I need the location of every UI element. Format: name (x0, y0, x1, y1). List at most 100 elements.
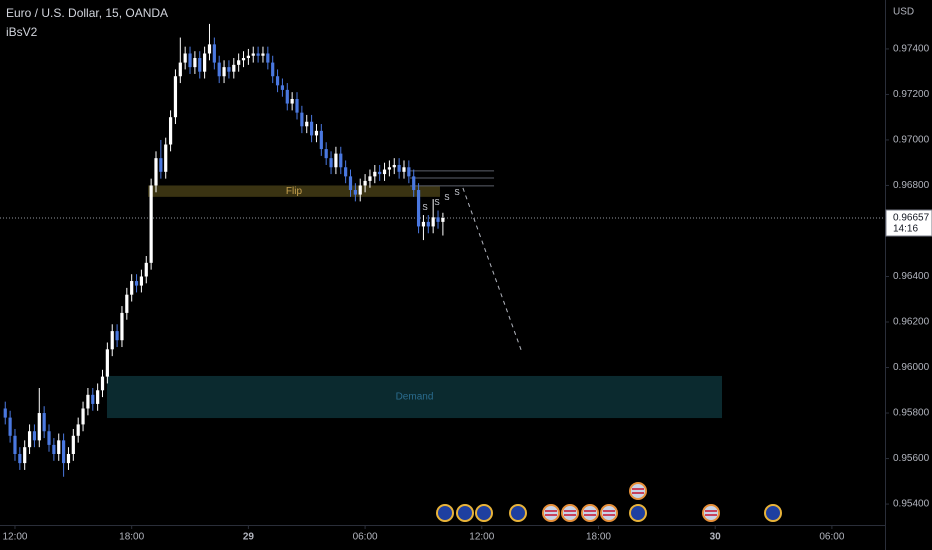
y-tick-label: 0.97200 (893, 89, 930, 100)
candle-body (27, 431, 32, 448)
candle-body (86, 394, 90, 409)
zone-label: Demand (396, 392, 434, 403)
signal-label: S (444, 193, 449, 202)
countdown: 14:16 (893, 224, 918, 235)
candle-body (168, 117, 173, 145)
candle-body (358, 185, 362, 195)
candle-body (373, 171, 377, 177)
candle-body (309, 121, 314, 136)
signal-label: S (422, 203, 427, 212)
candle-body (368, 176, 372, 181)
candle-body (183, 53, 187, 63)
candle-body (266, 53, 270, 63)
symbol-title: Euro / U.S. Dollar, 15, OANDA (6, 6, 168, 20)
candle-body (426, 221, 430, 227)
zone (148, 185, 440, 197)
candle-body (363, 180, 367, 186)
candle-body (8, 417, 12, 436)
candle-body (100, 376, 105, 391)
candle-body (280, 85, 285, 90)
candle-body (120, 312, 124, 341)
candle-body (57, 440, 61, 454)
event-icons (436, 482, 782, 522)
candle-body (32, 431, 37, 441)
projection-line (462, 187, 523, 353)
candle-body (251, 53, 255, 56)
y-tick-label: 0.97400 (893, 44, 930, 55)
candle-body (441, 218, 445, 222)
candle-body (66, 453, 71, 464)
candle-body (217, 62, 221, 77)
candle-body (130, 281, 134, 295)
candle-body (353, 190, 357, 195)
x-tick-label: 06:00 (353, 532, 378, 543)
candle-body (324, 149, 328, 159)
candle-body (412, 176, 416, 191)
candle-body (52, 444, 56, 454)
x-tick-label: 18:00 (119, 532, 144, 543)
candle-body (241, 58, 246, 61)
candle-body (421, 221, 426, 227)
candle-body (62, 440, 66, 464)
candle-body (256, 53, 260, 56)
candle-body (212, 44, 216, 63)
candle-body (348, 176, 353, 191)
candle-body (290, 98, 294, 104)
candle-body (37, 413, 41, 441)
candle-body (416, 190, 421, 227)
zone-label: Flip (286, 186, 303, 197)
candle-body (227, 67, 231, 72)
last-price: 0.96657 (893, 213, 930, 224)
candle-body (42, 413, 46, 432)
y-tick-label: 0.96400 (893, 271, 930, 282)
y-tick-label: 0.95800 (893, 408, 930, 419)
candle-body (271, 62, 275, 77)
candle-body (275, 76, 280, 86)
y-tick-label: 0.96800 (893, 180, 930, 191)
candle-body (134, 281, 139, 286)
candle-body (392, 164, 396, 168)
candle-body (91, 394, 95, 404)
signal-label: S (434, 198, 439, 207)
candle-body (71, 435, 75, 454)
x-tick-label: 30 (710, 532, 722, 543)
candle-body (81, 408, 85, 425)
candle-body (76, 424, 80, 436)
candle-body (193, 58, 197, 68)
candle-body (18, 453, 22, 464)
y-tick-label: 0.95600 (893, 453, 930, 464)
candle-body (13, 435, 17, 454)
candle-body (319, 130, 323, 150)
candle-body (110, 331, 114, 350)
candle-body (96, 390, 100, 404)
y-tick-label: 0.95400 (893, 499, 930, 510)
candle-body (164, 144, 168, 172)
candle-body (261, 53, 265, 56)
candle-body (295, 98, 299, 113)
indicator-name: iBsV2 (6, 25, 38, 39)
candle-body (3, 408, 7, 418)
x-tick-label: 29 (243, 532, 255, 543)
last-price-box (885, 209, 932, 237)
candle-body (334, 153, 338, 168)
candle-body (246, 55, 250, 59)
candle-body (407, 167, 411, 177)
candle-body (154, 158, 158, 186)
candle-body (105, 349, 109, 377)
candle-body (339, 153, 343, 168)
candle-body (203, 53, 207, 72)
candle-body (329, 158, 333, 168)
y-tick-label: 0.97000 (893, 135, 930, 146)
candle-body (149, 185, 153, 263)
candle-body (125, 294, 129, 313)
candle-body (237, 60, 241, 65)
candle-body (188, 53, 192, 68)
candle-body (382, 169, 387, 175)
candle-body (47, 431, 51, 445)
signal-label: S (454, 188, 459, 197)
candle-body (23, 447, 27, 464)
y-tick-label: 0.96000 (893, 362, 930, 373)
candle-body (232, 64, 236, 72)
